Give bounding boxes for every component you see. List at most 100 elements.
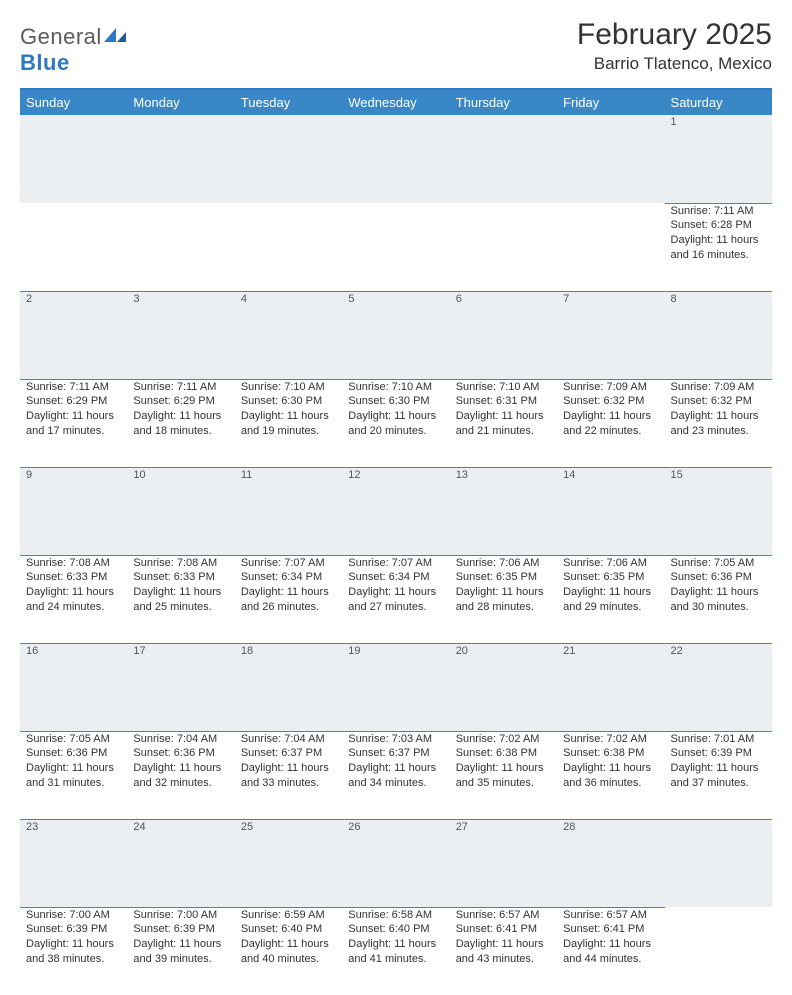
day-details: Sunrise: 7:11 AMSunset: 6:28 PMDaylight:… [671,204,766,263]
header: General Blue February 2025 Barrio Tlaten… [20,18,772,76]
day-number-cell: 15 [665,467,772,555]
day-cell: Sunrise: 7:00 AMSunset: 6:39 PMDaylight:… [20,907,127,995]
month-title: February 2025 [577,18,772,52]
brand-sail-icon [102,26,128,44]
day-details: Sunrise: 7:08 AMSunset: 6:33 PMDaylight:… [26,556,121,615]
day-cell: Sunrise: 7:10 AMSunset: 6:30 PMDaylight:… [342,379,449,467]
week-row: Sunrise: 7:11 AMSunset: 6:28 PMDaylight:… [20,203,772,291]
day-number-cell: 13 [450,467,557,555]
day-cell: Sunrise: 7:11 AMSunset: 6:28 PMDaylight:… [665,203,772,291]
day-number-cell: 20 [450,643,557,731]
day-details: Sunrise: 7:10 AMSunset: 6:30 PMDaylight:… [241,380,336,439]
day-header-row: SundayMondayTuesdayWednesdayThursdayFrid… [20,89,772,115]
calendar-head: SundayMondayTuesdayWednesdayThursdayFrid… [20,89,772,115]
day-details: Sunrise: 6:57 AMSunset: 6:41 PMDaylight:… [456,908,551,967]
day-header: Tuesday [235,89,342,115]
day-number-cell [20,115,127,203]
day-details: Sunrise: 7:00 AMSunset: 6:39 PMDaylight:… [133,908,228,967]
day-cell [342,203,449,291]
day-details: Sunrise: 7:00 AMSunset: 6:39 PMDaylight:… [26,908,121,967]
day-number-cell: 17 [127,643,234,731]
day-header: Monday [127,89,234,115]
day-cell: Sunrise: 7:09 AMSunset: 6:32 PMDaylight:… [665,379,772,467]
day-number-cell [557,115,664,203]
day-details: Sunrise: 7:05 AMSunset: 6:36 PMDaylight:… [671,556,766,615]
day-number-cell [127,115,234,203]
day-cell: Sunrise: 7:10 AMSunset: 6:30 PMDaylight:… [235,379,342,467]
day-cell: Sunrise: 7:10 AMSunset: 6:31 PMDaylight:… [450,379,557,467]
day-cell: Sunrise: 7:08 AMSunset: 6:33 PMDaylight:… [20,555,127,643]
day-number-row: 16171819202122 [20,643,772,731]
day-cell: Sunrise: 7:04 AMSunset: 6:37 PMDaylight:… [235,731,342,819]
day-cell: Sunrise: 7:02 AMSunset: 6:38 PMDaylight:… [450,731,557,819]
day-number-cell: 24 [127,819,234,907]
day-details: Sunrise: 7:01 AMSunset: 6:39 PMDaylight:… [671,732,766,791]
day-cell: Sunrise: 7:09 AMSunset: 6:32 PMDaylight:… [557,379,664,467]
day-details: Sunrise: 7:06 AMSunset: 6:35 PMDaylight:… [456,556,551,615]
day-details: Sunrise: 7:07 AMSunset: 6:34 PMDaylight:… [348,556,443,615]
day-number-row: 2345678 [20,291,772,379]
day-cell: Sunrise: 7:03 AMSunset: 6:37 PMDaylight:… [342,731,449,819]
day-cell: Sunrise: 7:05 AMSunset: 6:36 PMDaylight:… [665,555,772,643]
day-number-cell: 11 [235,467,342,555]
week-row: Sunrise: 7:05 AMSunset: 6:36 PMDaylight:… [20,731,772,819]
day-number-row: 1 [20,115,772,203]
day-cell: Sunrise: 6:57 AMSunset: 6:41 PMDaylight:… [557,907,664,995]
day-cell [20,203,127,291]
day-number-cell: 28 [557,819,664,907]
day-details: Sunrise: 7:07 AMSunset: 6:34 PMDaylight:… [241,556,336,615]
day-cell: Sunrise: 7:11 AMSunset: 6:29 PMDaylight:… [127,379,234,467]
day-details: Sunrise: 6:59 AMSunset: 6:40 PMDaylight:… [241,908,336,967]
day-number-cell [665,819,772,907]
day-number-cell: 16 [20,643,127,731]
day-cell: Sunrise: 7:07 AMSunset: 6:34 PMDaylight:… [235,555,342,643]
day-details: Sunrise: 7:10 AMSunset: 6:30 PMDaylight:… [348,380,443,439]
day-cell: Sunrise: 7:05 AMSunset: 6:36 PMDaylight:… [20,731,127,819]
day-number-cell: 14 [557,467,664,555]
calendar-page: { "brand": { "word1": "General", "word2"… [0,0,792,612]
day-number-cell [235,115,342,203]
day-cell: Sunrise: 7:06 AMSunset: 6:35 PMDaylight:… [450,555,557,643]
day-number-cell: 25 [235,819,342,907]
day-cell: Sunrise: 7:01 AMSunset: 6:39 PMDaylight:… [665,731,772,819]
week-row: Sunrise: 7:00 AMSunset: 6:39 PMDaylight:… [20,907,772,995]
day-number-cell: 1 [665,115,772,203]
day-number-cell: 10 [127,467,234,555]
day-cell: Sunrise: 7:06 AMSunset: 6:35 PMDaylight:… [557,555,664,643]
day-number-cell: 5 [342,291,449,379]
day-details: Sunrise: 7:10 AMSunset: 6:31 PMDaylight:… [456,380,551,439]
day-details: Sunrise: 7:11 AMSunset: 6:29 PMDaylight:… [133,380,228,439]
location-subtitle: Barrio Tlatenco, Mexico [577,54,772,74]
day-details: Sunrise: 7:02 AMSunset: 6:38 PMDaylight:… [456,732,551,791]
day-cell [235,203,342,291]
day-cell [127,203,234,291]
day-number-cell: 19 [342,643,449,731]
day-details: Sunrise: 7:04 AMSunset: 6:36 PMDaylight:… [133,732,228,791]
day-number-cell: 12 [342,467,449,555]
day-header: Wednesday [342,89,449,115]
day-details: Sunrise: 7:05 AMSunset: 6:36 PMDaylight:… [26,732,121,791]
day-details: Sunrise: 7:09 AMSunset: 6:32 PMDaylight:… [671,380,766,439]
week-row: Sunrise: 7:08 AMSunset: 6:33 PMDaylight:… [20,555,772,643]
day-number-cell: 4 [235,291,342,379]
day-cell: Sunrise: 7:11 AMSunset: 6:29 PMDaylight:… [20,379,127,467]
week-row: Sunrise: 7:11 AMSunset: 6:29 PMDaylight:… [20,379,772,467]
day-number-cell: 8 [665,291,772,379]
day-number-cell: 3 [127,291,234,379]
day-number-cell: 7 [557,291,664,379]
day-cell: Sunrise: 7:02 AMSunset: 6:38 PMDaylight:… [557,731,664,819]
day-cell [665,907,772,995]
calendar-body: 1Sunrise: 7:11 AMSunset: 6:28 PMDaylight… [20,115,772,995]
day-cell [450,203,557,291]
day-number-cell: 21 [557,643,664,731]
day-cell: Sunrise: 7:07 AMSunset: 6:34 PMDaylight:… [342,555,449,643]
day-number-cell [450,115,557,203]
day-details: Sunrise: 7:09 AMSunset: 6:32 PMDaylight:… [563,380,658,439]
day-number-cell: 2 [20,291,127,379]
day-cell: Sunrise: 6:58 AMSunset: 6:40 PMDaylight:… [342,907,449,995]
day-header: Saturday [665,89,772,115]
day-number-cell: 23 [20,819,127,907]
day-details: Sunrise: 7:02 AMSunset: 6:38 PMDaylight:… [563,732,658,791]
brand-word2: Blue [20,50,70,75]
title-block: February 2025 Barrio Tlatenco, Mexico [577,18,772,74]
